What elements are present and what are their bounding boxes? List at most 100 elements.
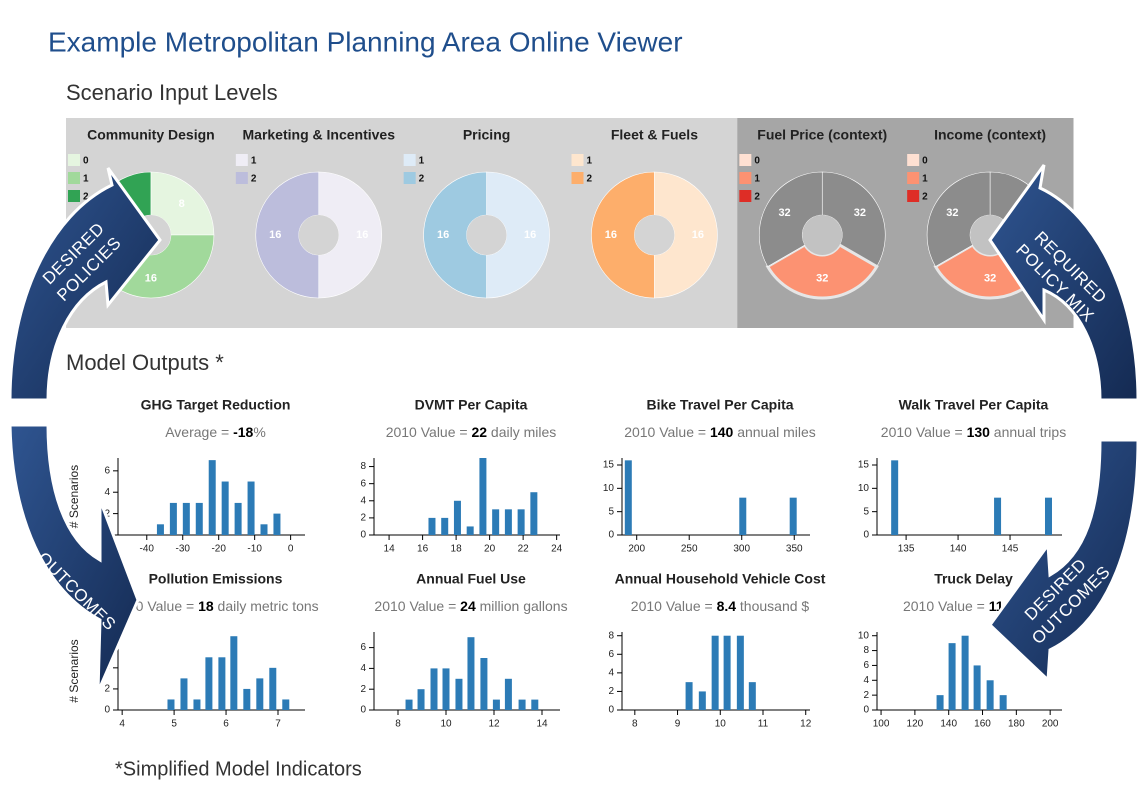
bar	[624, 460, 632, 535]
bar	[973, 665, 981, 710]
bar	[492, 699, 500, 710]
legend-swatch	[907, 154, 920, 166]
slice-label: 16	[269, 229, 281, 241]
bar	[711, 635, 719, 710]
y-tick-label: 15	[603, 460, 615, 471]
subtitle-unit: daily miles	[487, 424, 556, 440]
arrow	[8, 167, 162, 402]
donut-title: Community Design	[87, 127, 215, 143]
y-tick-label: 2	[360, 513, 366, 524]
x-tick-label: 10	[440, 719, 452, 730]
subtitle-prefix: 2010 Value =	[624, 424, 710, 440]
x-tick-label: 140	[950, 544, 967, 555]
arrows: DESIRED POLICIES OUTCOMES REQUIRED POLIC…	[8, 164, 1140, 693]
legend-label: 2	[922, 192, 928, 203]
bar	[221, 481, 229, 535]
slice-label: 16	[605, 229, 617, 241]
y-tick-label: 4	[863, 675, 869, 686]
subtitle-unit: million gallons	[476, 598, 568, 614]
chart-title: Pollution Emissions	[149, 571, 283, 587]
x-tick-label: -10	[247, 544, 262, 555]
subtitle-value: 130	[967, 424, 991, 440]
legend-swatch	[907, 172, 920, 184]
bar	[455, 678, 463, 710]
slice-label: 16	[692, 229, 704, 241]
slice-label: 16	[356, 229, 368, 241]
slice-label: 16	[524, 229, 536, 241]
legend-label: 0	[922, 156, 928, 167]
legend-label: 0	[83, 156, 89, 167]
x-tick-label: 18	[451, 544, 463, 555]
x-tick-label: 22	[518, 544, 530, 555]
bar	[480, 658, 488, 710]
bar	[230, 636, 238, 710]
slice-label: 8	[179, 198, 185, 210]
y-tick-label: 6	[360, 478, 366, 489]
subtitle-prefix: 2010 Value =	[881, 424, 967, 440]
legend-swatch	[739, 172, 752, 184]
y-axis-label: # Scenarios	[67, 639, 81, 702]
bar	[789, 497, 797, 535]
bar	[531, 699, 539, 710]
y-tick-label: 2	[104, 508, 110, 519]
bar	[430, 668, 438, 710]
donut-title: Fuel Price (context)	[757, 127, 887, 143]
x-tick-label: 8	[395, 719, 401, 730]
donut-title: Pricing	[463, 127, 510, 143]
legend-swatch	[403, 172, 416, 184]
legend-label: 1	[83, 174, 89, 185]
slice-label: 32	[984, 272, 996, 284]
donut-title: Fleet & Fuels	[611, 127, 698, 143]
x-tick-label: 16	[417, 544, 429, 555]
x-tick-label: 145	[1002, 544, 1019, 555]
x-tick-label: 7	[275, 719, 281, 730]
bar	[739, 497, 747, 535]
subtitle-value: 18	[198, 598, 214, 614]
chart-subtitle: 2010 Value = 22 daily miles	[386, 424, 557, 440]
bar	[504, 678, 512, 710]
donut-slice	[150, 171, 215, 236]
x-tick-label: 9	[675, 719, 681, 730]
x-tick-label: 135	[898, 544, 915, 555]
slice-label: 16	[145, 272, 157, 284]
legend-label: 0	[754, 156, 760, 167]
x-tick-label: 11	[758, 719, 769, 730]
subtitle-prefix: Average =	[165, 424, 233, 440]
bar	[685, 682, 693, 710]
subtitle-value: 140	[710, 424, 734, 440]
y-tick-label: 4	[360, 663, 366, 674]
y-tick-label: 8	[863, 645, 869, 656]
legend-swatch	[571, 172, 584, 184]
bar	[156, 524, 164, 535]
bar	[479, 458, 487, 535]
y-tick-label: 0	[608, 705, 614, 716]
y-tick-label: 5	[608, 506, 614, 517]
arrow	[8, 423, 140, 693]
arrow	[988, 438, 1140, 684]
legend-swatch	[235, 172, 248, 184]
subtitle-value: 24	[460, 598, 476, 614]
footnote: *Simplified Model Indicators	[115, 758, 362, 780]
x-tick-label: 350	[786, 544, 803, 555]
bar	[442, 668, 450, 710]
bar	[247, 481, 255, 535]
x-tick-label: 10	[715, 719, 727, 730]
donut-title: Income (context)	[934, 127, 1046, 143]
x-tick-label: 14	[384, 544, 396, 555]
bar	[698, 691, 706, 710]
y-tick-label: 8	[608, 630, 614, 641]
y-tick-label: 15	[858, 460, 870, 471]
subtitle-unit: annual miles	[733, 424, 816, 440]
legend-label: 2	[251, 174, 257, 185]
bar	[1044, 497, 1052, 535]
slice-label: 32	[778, 207, 790, 219]
x-tick-label: 180	[1008, 719, 1025, 730]
bar	[999, 695, 1007, 710]
legend-label: 1	[251, 156, 257, 167]
bar	[994, 497, 1002, 535]
slice-label: 32	[946, 207, 958, 219]
arrow	[988, 164, 1140, 402]
bar	[986, 680, 994, 710]
legend-swatch	[68, 154, 80, 166]
bar	[492, 509, 500, 535]
